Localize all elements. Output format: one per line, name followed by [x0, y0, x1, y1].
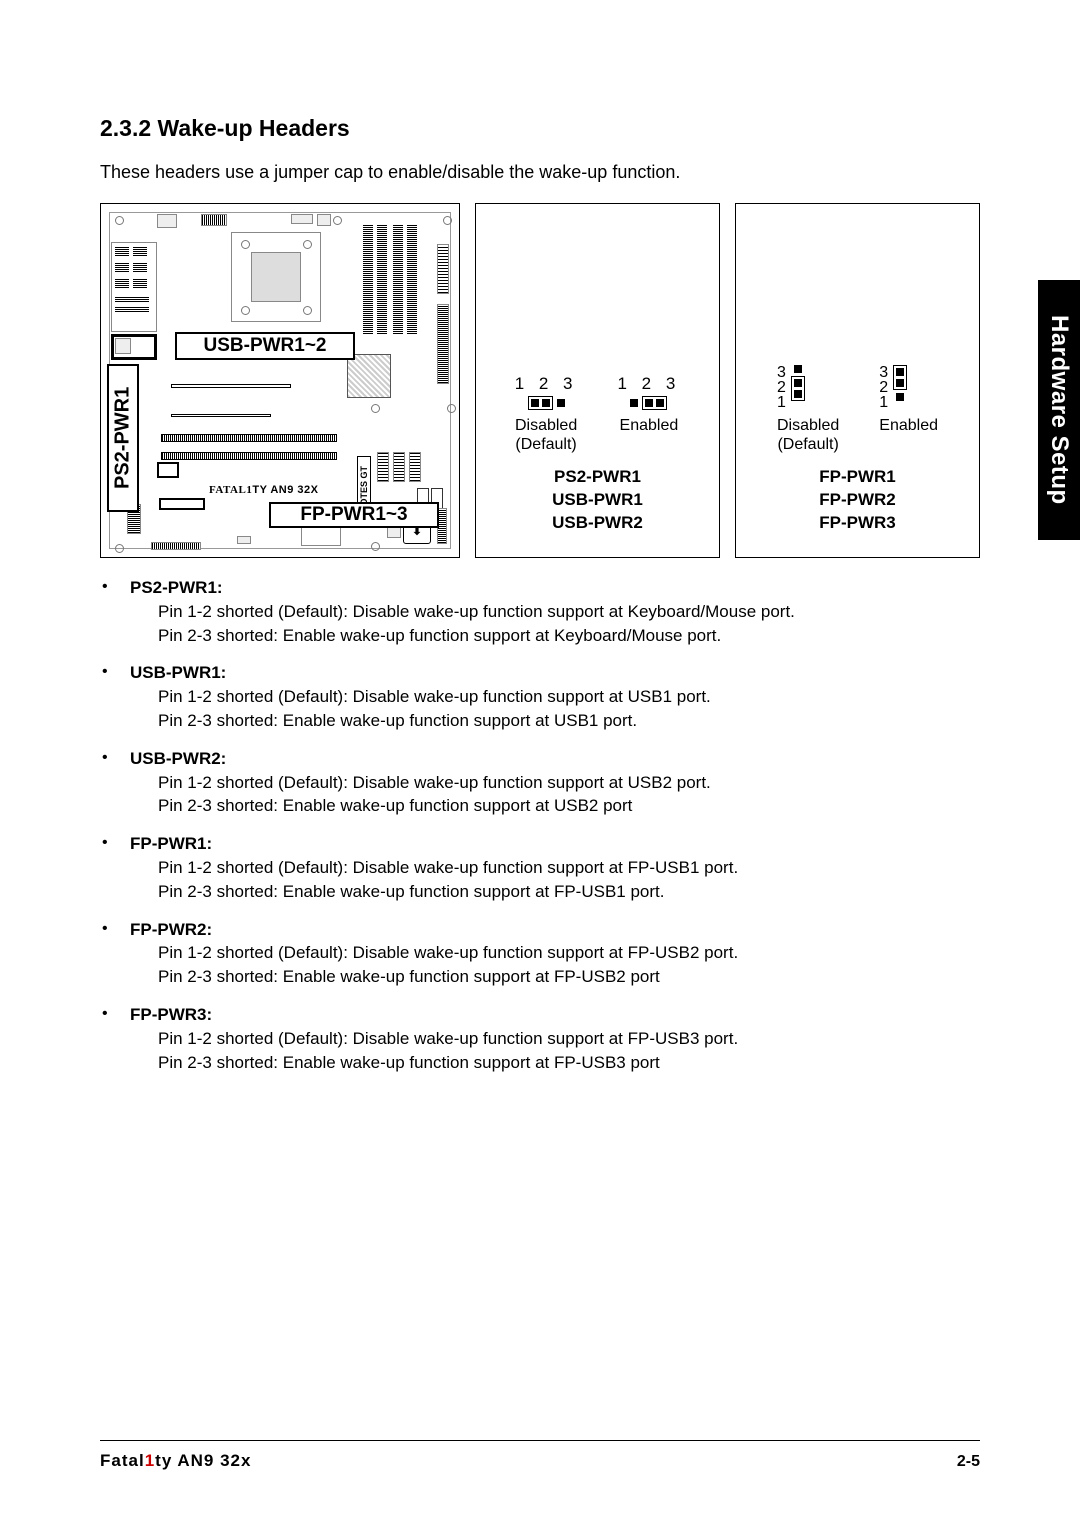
list-item: FP-PWR3: Pin 1-2 shorted (Default): Disa…	[130, 1003, 980, 1074]
pin-num: 2	[777, 380, 786, 395]
item-title: USB-PWR1:	[130, 663, 226, 682]
list-item: USB-PWR1: Pin 1-2 shorted (Default): Dis…	[130, 661, 980, 732]
footer-brand: Fatal1ty AN9 32x	[100, 1451, 251, 1471]
item-line: Pin 2-3 shorted: Enable wake-up function…	[158, 709, 980, 733]
pin-num: 2	[879, 380, 888, 395]
jumper-name: FP-PWR3	[819, 512, 896, 535]
item-title: PS2-PWR1:	[130, 578, 223, 597]
item-line: Pin 1-2 shorted (Default): Disable wake-…	[158, 771, 980, 795]
pin-num: 1	[777, 395, 786, 410]
jumper-legend-horizontal: 1 2 3 Disabled (Default) 1 2 3	[475, 203, 720, 558]
list-item: FP-PWR2: Pin 1-2 shorted (Default): Disa…	[130, 918, 980, 989]
item-title: USB-PWR2:	[130, 749, 226, 768]
list-item: PS2-PWR1: Pin 1-2 shorted (Default): Dis…	[130, 576, 980, 647]
page-number: 2-5	[957, 1453, 980, 1471]
pin-numbers: 1 2 3	[515, 374, 578, 394]
pin-num: 3	[879, 365, 888, 380]
section-heading: 2.3.2 Wake-up Headers	[100, 115, 980, 142]
usb-pwr-callout: USB-PWR1~2	[175, 332, 355, 360]
jumper-description-list: PS2-PWR1: Pin 1-2 shorted (Default): Dis…	[100, 576, 980, 1074]
jumper-name: USB-PWR1	[552, 489, 643, 512]
item-line: Pin 2-3 shorted: Enable wake-up function…	[158, 794, 980, 818]
state-label: Disabled	[777, 416, 839, 435]
brand-one: 1	[145, 1451, 155, 1470]
brand-part: Fatal	[100, 1451, 145, 1470]
page-footer: Fatal1ty AN9 32x 2-5	[100, 1440, 980, 1471]
side-tab: Hardware Setup	[1038, 280, 1080, 540]
list-item: FP-PWR1: Pin 1-2 shorted (Default): Disa…	[130, 832, 980, 903]
jumper-name: FP-PWR2	[819, 489, 896, 512]
pin-num: 3	[777, 365, 786, 380]
motherboard-diagram: FATAL1TY AN9 32X OTES GT ⬇ USB-PWR1~2 PS…	[100, 203, 460, 558]
item-line: Pin 2-3 shorted: Enable wake-up function…	[158, 1051, 980, 1075]
pin-num: 1	[879, 395, 888, 410]
item-line: Pin 1-2 shorted (Default): Disable wake-…	[158, 600, 980, 624]
item-line: Pin 1-2 shorted (Default): Disable wake-…	[158, 856, 980, 880]
intro-text: These headers use a jumper cap to enable…	[100, 162, 980, 183]
item-line: Pin 1-2 shorted (Default): Disable wake-…	[158, 941, 980, 965]
pin-numbers: 1 2 3	[618, 374, 681, 394]
board-brand-text: FATAL1TY AN9 32X	[209, 484, 318, 496]
ps2-pwr-callout: PS2-PWR1	[107, 364, 139, 512]
item-line: Pin 1-2 shorted (Default): Disable wake-…	[158, 1027, 980, 1051]
item-title: FP-PWR2:	[130, 920, 212, 939]
state-label: Enabled	[879, 416, 938, 435]
jumper-name: PS2-PWR1	[552, 466, 643, 489]
state-label: Disabled	[515, 416, 577, 435]
item-title: FP-PWR3:	[130, 1005, 212, 1024]
state-sub: (Default)	[777, 435, 839, 454]
item-title: FP-PWR1:	[130, 834, 212, 853]
state-sub: (Default)	[515, 435, 577, 454]
state-label: Enabled	[620, 416, 679, 435]
item-line: Pin 1-2 shorted (Default): Disable wake-…	[158, 685, 980, 709]
item-line: Pin 2-3 shorted: Enable wake-up function…	[158, 624, 980, 648]
brand-part: ty AN9 32x	[155, 1451, 251, 1470]
jumper-legend-vertical: 3 2 1 Disabled (Default)	[735, 203, 980, 558]
jumper-name: FP-PWR1	[819, 466, 896, 489]
otes-label: OTES GT	[359, 466, 369, 506]
item-line: Pin 2-3 shorted: Enable wake-up function…	[158, 880, 980, 904]
list-item: USB-PWR2: Pin 1-2 shorted (Default): Dis…	[130, 747, 980, 818]
jumper-name: USB-PWR2	[552, 512, 643, 535]
fp-pwr-callout: FP-PWR1~3	[269, 502, 439, 528]
item-line: Pin 2-3 shorted: Enable wake-up function…	[158, 965, 980, 989]
